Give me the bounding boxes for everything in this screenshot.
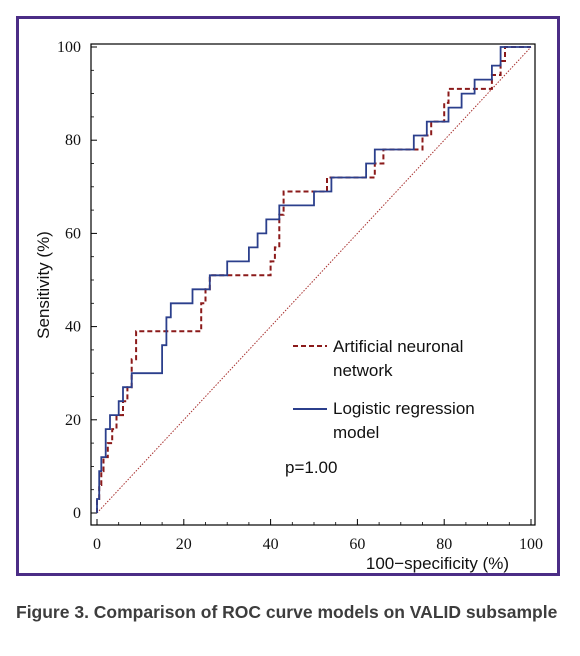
x-tick-label: 100 — [519, 536, 543, 553]
y-tick-label: 60 — [65, 225, 81, 242]
y-tick-label: 0 — [73, 505, 81, 522]
series-ann-line — [96, 46, 531, 513]
series-logistic-line — [96, 46, 531, 513]
legend-label-ann-line2: network — [333, 361, 393, 380]
y-tick-label: 40 — [65, 319, 81, 336]
p-value-annotation: p=1.00 — [285, 458, 337, 477]
x-tick-label: 80 — [436, 536, 452, 553]
y-tick-label: 20 — [65, 412, 81, 429]
roc-chart: 0 20 40 60 80 100 0 20 40 60 80 100 Sensitivity (%)… — [34, 39, 543, 573]
x-tick-label: 20 — [176, 536, 192, 553]
y-tick-label: 100 — [57, 39, 81, 56]
series-layer — [96, 46, 532, 514]
tick-labels: 0 20 40 60 80 100 0 20 40 60 80 100 — [57, 39, 543, 553]
figure-caption: Figure 3. Comparison of ROC curve models… — [16, 602, 558, 622]
chart-frame: 0 20 40 60 80 100 0 20 40 60 80 100 Sensitivity (%)… — [16, 16, 560, 576]
x-tick-label: 0 — [93, 536, 101, 553]
legend-label-logistic-line2: model — [333, 423, 379, 442]
y-axis-title: Sensitivity (%) — [34, 231, 53, 339]
axis-ticks — [91, 46, 532, 525]
legend-label-logistic-line1: Logistic regression — [333, 399, 475, 418]
x-axis-title: 100−specificity (%) — [366, 554, 509, 573]
x-tick-label: 40 — [263, 536, 279, 553]
plot-area — [90, 43, 536, 526]
legend-label-ann-line1: Artificial neuronal — [333, 337, 463, 356]
reference-diagonal-line — [96, 46, 532, 514]
x-tick-label: 60 — [349, 536, 365, 553]
y-tick-label: 80 — [65, 132, 81, 149]
legend: Artificial neuronal network Logistic reg… — [293, 337, 475, 442]
